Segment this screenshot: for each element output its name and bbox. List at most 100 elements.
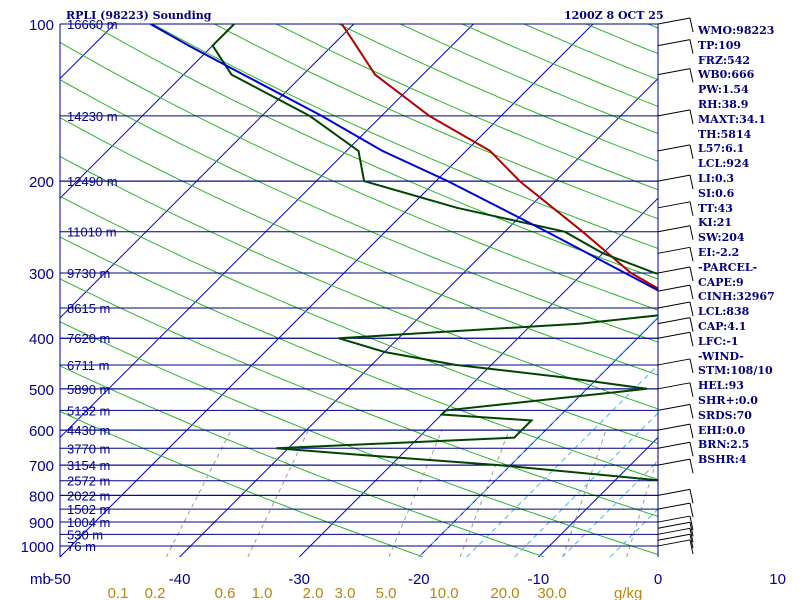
stat-line: BSHR:4 xyxy=(698,453,747,467)
stat-line: SI:0.6 xyxy=(698,186,735,200)
mixing-ratio-label: 3.0 xyxy=(335,585,356,600)
mixing-ratio-line xyxy=(388,429,443,557)
wind-barb-staff xyxy=(657,17,691,25)
wind-barb-flag xyxy=(689,424,694,439)
wind-barb-staff xyxy=(657,201,691,209)
height-label: 2572 m xyxy=(67,474,110,489)
stat-line: MAXT:34.1 xyxy=(698,112,766,126)
stat-line: RH:38.9 xyxy=(698,97,749,111)
stat-line: EI:-2.2 xyxy=(698,245,740,259)
stat-line: EHI:0.0 xyxy=(698,423,746,437)
dry-adiabat-line xyxy=(60,79,658,343)
wind-barb-flag xyxy=(689,515,694,531)
dry-adiabat-line xyxy=(60,278,658,517)
height-label: 1004 m xyxy=(67,515,110,530)
wind-barb-flag xyxy=(689,247,694,262)
mixing-ratio-label: 20.0 xyxy=(490,585,519,600)
isotherm-line xyxy=(298,197,658,557)
wind-barb-staff xyxy=(657,284,691,292)
stat-line: CAPE:9 xyxy=(698,275,744,289)
mixing-ratio-label: 10.0 xyxy=(429,585,458,600)
dry-adiabat-line xyxy=(60,321,658,556)
wind-barb-staff xyxy=(657,68,691,76)
wind-barb-staff xyxy=(657,246,691,254)
wind-barb-flag xyxy=(689,317,694,332)
stat-line: PW:1.54 xyxy=(698,83,749,97)
parcel-profile-line xyxy=(150,24,658,292)
stat-line: CINH:32967 xyxy=(698,290,775,304)
station-title: RPLI (98223) Sounding xyxy=(66,9,212,22)
stat-line: LFC:-1 xyxy=(698,334,739,348)
wind-barb-flag xyxy=(689,266,694,282)
temperature-tick-label: 0 xyxy=(654,571,662,588)
pressure-tick-label: 1000 xyxy=(21,539,54,556)
stat-line: FRZ:542 xyxy=(698,53,751,67)
wind-barb-flag xyxy=(689,68,694,83)
dry-adiabat-line xyxy=(90,24,658,280)
stat-line: LCL:838 xyxy=(698,305,750,319)
height-label: 12490 m xyxy=(67,174,118,189)
wind-barb-staff xyxy=(657,382,691,390)
wind-barb-staff xyxy=(657,515,691,523)
wind-barb-staff xyxy=(657,539,691,547)
isotherm-line xyxy=(179,77,658,557)
mixing-unit-label: g/kg xyxy=(614,585,642,600)
mixing-ratio-label: 0.6 xyxy=(215,585,236,600)
wind-barb-staff xyxy=(657,39,691,47)
temperature-tick-label: 10 xyxy=(769,571,786,588)
height-label: 2022 m xyxy=(67,488,110,503)
wind-barb-flag xyxy=(689,502,694,518)
height-label: 11010 m xyxy=(67,225,117,240)
mixing-ratio-line xyxy=(626,453,658,557)
isotherm-line xyxy=(60,24,235,199)
moist-adiabat-line xyxy=(609,508,658,557)
dry-adiabat-line xyxy=(60,410,424,557)
wind-barb-flag xyxy=(689,201,694,216)
pressure-tick-label: 400 xyxy=(29,331,54,348)
temperature-tick-label: -10 xyxy=(528,571,550,588)
stat-line: CAP:4.1 xyxy=(698,319,747,333)
wind-barb-staff xyxy=(657,109,691,117)
height-label: 6711 m xyxy=(67,358,109,373)
stat-line: LCL:924 xyxy=(698,157,750,171)
height-label: 16660 m xyxy=(67,17,118,32)
dewpoint-profile-line xyxy=(211,24,658,482)
height-label: 76 m xyxy=(67,539,96,554)
moist-adiabat-line xyxy=(561,460,658,557)
wind-barb-flag xyxy=(689,332,694,347)
wind-barb-staff xyxy=(657,533,691,541)
wind-barb-flag xyxy=(689,109,694,125)
isotherm-line xyxy=(418,317,658,557)
stat-line: SHR+:0.0 xyxy=(698,393,758,407)
stat-line: -PARCEL- xyxy=(698,260,758,274)
wind-barb-staff xyxy=(657,458,691,466)
mixing-ratio-label: 0.1 xyxy=(108,585,129,600)
height-label: 3154 m xyxy=(67,458,110,473)
mixing-ratio-label: 0.2 xyxy=(145,585,166,600)
wind-barb-staff xyxy=(657,527,691,535)
height-label: 14230 m xyxy=(67,109,118,124)
mixing-ratio-label: 5.0 xyxy=(376,585,397,600)
wind-barb-staff xyxy=(657,144,691,152)
stat-line: TH:5814 xyxy=(698,127,752,141)
height-label: 9730 m xyxy=(67,266,110,281)
sounding-datetime: 1200Z 8 OCT 25 xyxy=(564,9,664,22)
stat-line: STM:108/10 xyxy=(698,364,773,378)
mixing-ratio-label: 1.0 xyxy=(252,585,273,600)
temperature-tick-label: -50 xyxy=(49,571,71,588)
temperature-profile-line xyxy=(340,24,658,290)
wind-barb-flag xyxy=(689,301,694,317)
moist-adiabat-line xyxy=(514,412,658,557)
dry-adiabat-line xyxy=(60,236,658,480)
height-label: 3770 m xyxy=(67,441,110,456)
stat-line: L57:6.1 xyxy=(698,142,745,156)
pressure-tick-label: 900 xyxy=(29,515,54,532)
wind-barb-staff xyxy=(657,423,691,431)
height-label: 7620 m xyxy=(67,331,110,346)
wind-barb-flag xyxy=(689,458,694,474)
moist-adiabat-line xyxy=(418,316,658,557)
wind-barb-flag xyxy=(689,285,694,300)
mixing-ratio-line xyxy=(562,429,607,557)
stat-line: WMO:98223 xyxy=(698,24,775,37)
moist-adiabat-line xyxy=(466,364,658,557)
